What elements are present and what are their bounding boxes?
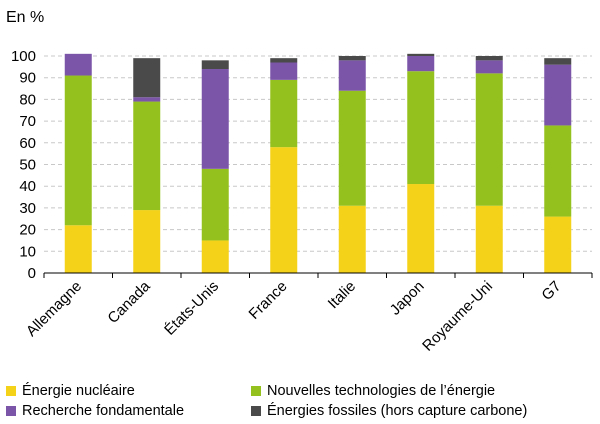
y-tick-label: 20 xyxy=(19,222,36,239)
bar-segment xyxy=(475,56,503,61)
bar-segment xyxy=(338,56,366,61)
y-tick-label: 30 xyxy=(19,200,36,217)
bar-segment xyxy=(201,240,229,273)
bar-segment xyxy=(64,53,92,76)
legend-item-nouvelles-technologies: Nouvelles technologies de l’énergie xyxy=(251,383,495,399)
legend-label: Énergie nucléaire xyxy=(22,383,135,399)
bar-segment xyxy=(133,97,161,102)
bar-segment xyxy=(407,53,435,56)
bar-segment xyxy=(475,60,503,74)
y-tick-label: 60 xyxy=(19,135,36,152)
bar-segment xyxy=(407,56,435,72)
bar-segment xyxy=(133,58,161,98)
unit-label: En % xyxy=(6,9,44,26)
x-category-label: Japon xyxy=(387,278,428,319)
legend-swatch xyxy=(6,406,16,416)
bar-segment xyxy=(270,62,298,80)
y-tick-label: 40 xyxy=(19,178,36,195)
bar-segment xyxy=(338,205,366,273)
bar-segment xyxy=(475,205,503,273)
bar-segment xyxy=(201,69,229,169)
bar-segment xyxy=(64,225,92,273)
bar-segment xyxy=(475,73,503,206)
bar-segment xyxy=(64,75,92,226)
legend-swatch xyxy=(6,386,16,396)
bar-segment xyxy=(544,64,572,126)
y-tick-label: 50 xyxy=(19,157,36,174)
y-tick-label: 90 xyxy=(19,70,36,87)
y-axis: 0 10 20 30 40 50 60 70 80 90 100 xyxy=(11,48,36,282)
x-category-label: G7 xyxy=(538,278,564,304)
bar-segment xyxy=(270,58,298,63)
x-category-label: Italie xyxy=(325,278,359,312)
legend-swatch xyxy=(251,386,261,396)
y-tick-label: 70 xyxy=(19,113,36,130)
legend-swatch xyxy=(251,406,261,416)
y-tick-label: 80 xyxy=(19,91,36,108)
x-category-label: France xyxy=(246,278,291,323)
bar-segment xyxy=(133,210,161,273)
bar-segment xyxy=(270,147,298,273)
legend-label: Recherche fondamentale xyxy=(22,403,185,419)
legend: Énergie nucléaire Nouvelles technologies… xyxy=(6,383,596,423)
bars xyxy=(64,53,572,273)
bar-segment xyxy=(407,184,435,273)
bar-segment xyxy=(338,60,366,91)
x-category-label: Royaume-Uni xyxy=(419,278,496,355)
x-axis xyxy=(43,272,593,278)
y-tick-label: 100 xyxy=(11,48,36,65)
bar-segment xyxy=(407,71,435,185)
legend-label: Énergies fossiles (hors capture carbone) xyxy=(267,403,528,419)
bar-segment xyxy=(201,168,229,241)
legend-label: Nouvelles technologies de l’énergie xyxy=(267,383,496,399)
x-category-label: États-Unis xyxy=(161,278,222,339)
y-tick-label: 0 xyxy=(28,265,36,282)
grid xyxy=(44,55,592,252)
stacked-bar-chart: En % 0 10 20 30 40 50 60 70 80 90 100 Allemagne Can… xyxy=(6,9,593,355)
y-tick-label: 10 xyxy=(19,243,36,260)
bar-segment xyxy=(544,125,572,217)
bar-segment xyxy=(544,216,572,273)
bar-segment xyxy=(270,79,298,148)
legend-item-nucleaire: Énergie nucléaire xyxy=(6,383,135,399)
bar-segment xyxy=(338,90,366,206)
x-category-label: Allemagne xyxy=(23,278,85,340)
bar-segment xyxy=(133,101,161,211)
x-category-label: Canada xyxy=(104,277,154,327)
legend-item-recherche-fondamentale: Recherche fondamentale xyxy=(6,403,184,419)
x-axis-labels: Allemagne Canada États-Unis France Italie Jap… xyxy=(23,277,565,354)
legend-item-energies-fossiles: Énergies fossiles (hors capture carbone) xyxy=(251,403,527,419)
bar-segment xyxy=(544,58,572,65)
bar-segment xyxy=(201,60,229,70)
